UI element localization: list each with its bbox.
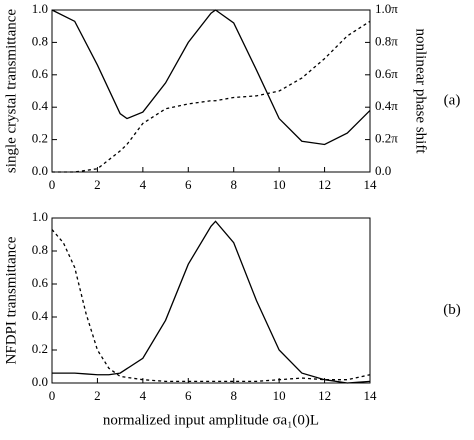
y-tick-label: 0.4 bbox=[32, 98, 49, 113]
x-tick-label: 10 bbox=[273, 388, 286, 403]
y2-axis-label: nonlinear phase shift bbox=[413, 29, 429, 155]
y-tick-label: 0.0 bbox=[32, 374, 48, 389]
y-tick-label: 1.0 bbox=[32, 209, 48, 224]
x-tick-label: 0 bbox=[49, 388, 56, 403]
solid-line bbox=[52, 220, 371, 384]
x-tick-label: 0 bbox=[49, 177, 56, 192]
x-tick-label: 4 bbox=[140, 177, 147, 192]
solid-line bbox=[51, 9, 371, 146]
dashed-line bbox=[52, 20, 371, 173]
panel-label: (a) bbox=[444, 92, 461, 108]
y2-tick-label: 0.0 bbox=[375, 163, 391, 178]
y-axis-label: NFDPI transmittance bbox=[3, 236, 19, 364]
y-tick-label: 0.6 bbox=[32, 275, 49, 290]
panel-label: (b) bbox=[443, 302, 461, 318]
y-tick-label: 0.2 bbox=[32, 341, 48, 356]
x-tick-label: 6 bbox=[185, 177, 192, 192]
dashed-line bbox=[51, 229, 371, 382]
x-tick-label: 8 bbox=[230, 177, 237, 192]
plot-frame bbox=[51, 217, 371, 384]
x-tick-label: 2 bbox=[94, 388, 101, 403]
y-axis-label: single crystal transmittance bbox=[3, 9, 19, 173]
y-tick-label: 0.4 bbox=[32, 308, 49, 323]
x-tick-label: 12 bbox=[318, 388, 331, 403]
y-tick-label: 0.8 bbox=[32, 33, 48, 48]
x-tick-label: 10 bbox=[273, 177, 286, 192]
y-tick-label: 1.0 bbox=[32, 1, 48, 16]
x-tick-label: 14 bbox=[364, 177, 378, 192]
y2-tick-label: 0.8π bbox=[375, 33, 398, 48]
y-tick-label: 0.6 bbox=[32, 66, 49, 81]
y2-tick-label: 1.0π bbox=[375, 1, 398, 16]
y2-tick-label: 0.6π bbox=[375, 66, 398, 81]
y2-tick-label: 0.2π bbox=[375, 131, 398, 146]
y-tick-label: 0.8 bbox=[32, 242, 48, 257]
x-tick-label: 4 bbox=[140, 388, 147, 403]
x-tick-label: 8 bbox=[230, 388, 237, 403]
x-tick-label: 14 bbox=[364, 388, 378, 403]
y-tick-label: 0.2 bbox=[32, 131, 48, 146]
x-axis-label: normalized input amplitude σa₁(0)L bbox=[103, 412, 319, 428]
x-tick-label: 12 bbox=[318, 177, 331, 192]
y2-tick-label: 0.4π bbox=[375, 98, 398, 113]
x-tick-label: 6 bbox=[185, 388, 192, 403]
plot-frame bbox=[51, 9, 371, 173]
x-tick-label: 2 bbox=[94, 177, 101, 192]
y-tick-label: 0.0 bbox=[32, 163, 48, 178]
